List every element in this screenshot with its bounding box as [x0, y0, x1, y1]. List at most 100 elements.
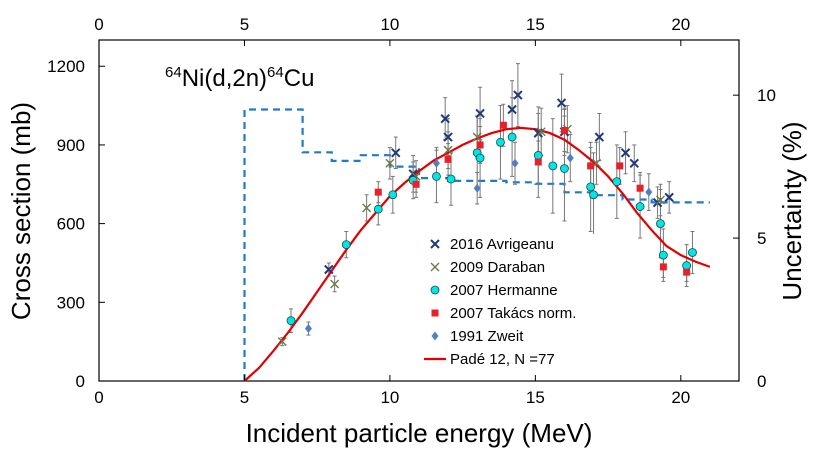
- 2007-hermanne-point: [656, 219, 665, 229]
- 2009-daraban-point: [330, 279, 340, 289]
- 2007-tak-cs-norm-point: [683, 268, 691, 276]
- 2007-hermanne-point: [507, 132, 517, 142]
- y-tick-label: 300: [57, 293, 85, 312]
- y2-tick-label: 0: [757, 372, 766, 391]
- 2016-avrigeanu-point: [324, 264, 334, 275]
- y-axis-right: 0 5 10: [733, 86, 776, 391]
- 2007-hermanne-point: [446, 174, 456, 184]
- legend-swatch: [431, 331, 439, 341]
- legend-swatch: [430, 262, 440, 272]
- 1991-zweit-point: [645, 187, 653, 197]
- x-top-tick-label: 10: [380, 15, 399, 34]
- legend: 2016 Avrigeanu 2009 Daraban 2007 Hermanne 2…: [424, 234, 604, 374]
- x-top-tick-label: 15: [526, 15, 545, 34]
- legend-label: 2009 Daraban: [450, 259, 545, 276]
- 2007-hermanne-point: [496, 137, 505, 147]
- legend-entry-pad-12-n-77: Padé 12, N =77: [424, 351, 555, 368]
- x-tick-label: 15: [526, 388, 545, 407]
- 2007-hermanne-point: [589, 190, 598, 200]
- legend-entry-2009-daraban: 2009 Daraban: [430, 259, 545, 276]
- 2007-hermanne-point: [548, 161, 558, 171]
- 2016-avrigeanu-point: [664, 192, 674, 203]
- legend-entry-2007-tak-cs-norm: 2007 Takács norm.: [431, 305, 576, 322]
- x-axis-bottom: 0 5 10 15 20: [94, 375, 690, 407]
- 2016-avrigeanu-point: [556, 98, 567, 108]
- x-tick-label: 0: [94, 388, 103, 407]
- y-axis-label: Cross section (mb): [6, 102, 36, 320]
- 2016-avrigeanu-point: [475, 108, 485, 119]
- x-top-tick-label: 20: [671, 15, 690, 34]
- legend-label: 1991 Zweit: [450, 328, 524, 345]
- 2007-tak-cs-norm-point: [374, 188, 382, 196]
- 2007-tak-cs-norm-point: [476, 141, 484, 149]
- x-tick-label: 10: [380, 388, 399, 407]
- 1991-zweit-point: [566, 153, 574, 163]
- 2016-avrigeanu-point: [513, 90, 523, 100]
- legend-label: Padé 12, N =77: [450, 351, 555, 368]
- 2016-avrigeanu-point: [440, 113, 450, 124]
- 2007-hermanne-point: [432, 171, 441, 181]
- 2016-avrigeanu-point: [533, 128, 543, 138]
- y-tick-label: 900: [57, 136, 85, 155]
- 2007-tak-cs-norm-point: [616, 162, 624, 170]
- legend-entry-1991-zweit: 1991 Zweit: [431, 328, 524, 345]
- 2009-daraban-point: [472, 132, 482, 142]
- 2007-hermanne-point: [682, 261, 692, 270]
- 2007-hermanne-point: [612, 177, 622, 187]
- 2007-hermanne-point: [560, 164, 569, 173]
- 2007-hermanne-point: [341, 240, 351, 250]
- legend-label: 2007 Hermanne: [450, 282, 558, 299]
- 2007-hermanne-point: [635, 202, 645, 211]
- 1991-zweit-point: [304, 324, 312, 334]
- 2007-tak-cs-norm-point: [444, 155, 452, 163]
- x-tick-label: 5: [240, 388, 249, 407]
- y2-tick-label: 5: [757, 229, 766, 248]
- 2007-hermanne-point: [373, 204, 383, 214]
- 2009-daraban-point: [277, 337, 287, 347]
- y2-tick-label: 10: [757, 86, 776, 105]
- 2009-daraban-point: [385, 158, 395, 168]
- legend-swatch: [430, 239, 440, 249]
- x-top-tick-label: 0: [94, 15, 103, 34]
- 2007-hermanne-point: [388, 190, 398, 200]
- 2016-avrigeanu-point: [507, 104, 517, 115]
- marker-layer: [277, 90, 697, 347]
- legend-entry-2016-avrigeanu: 2016 Avrigeanu: [430, 236, 554, 253]
- reaction-end: Cu: [284, 65, 315, 92]
- legend-entry-2007-hermanne: 2007 Hermanne: [430, 282, 558, 299]
- fit-curve-layer: [243, 126, 711, 382]
- legend-swatch: [430, 285, 440, 295]
- reaction-mid: Ni(d,2n): [182, 65, 267, 92]
- x-axis-label: Incident particle energy (MeV): [246, 418, 593, 448]
- 2007-tak-cs-norm-point: [659, 263, 667, 271]
- reaction-title: 64Ni(d,2n)64Cu: [165, 64, 314, 92]
- 2009-daraban-point: [443, 145, 453, 155]
- plot-frame: [98, 39, 740, 382]
- legend-swatch: [431, 309, 439, 317]
- 2007-hermanne-point: [475, 153, 485, 163]
- 2007-tak-cs-norm-point: [587, 162, 595, 170]
- 2009-daraban-point: [362, 203, 372, 213]
- uncertainty-step-layer: [243, 108, 710, 381]
- y-axis-left: 0 300 600 900 1200: [47, 57, 105, 391]
- 2007-tak-cs-norm-point: [636, 184, 644, 192]
- legend-label: 2016 Avrigeanu: [450, 236, 554, 253]
- legend-box: [424, 234, 604, 374]
- 2007-hermanne-point: [688, 248, 697, 257]
- 2016-avrigeanu-point: [629, 158, 639, 168]
- 2007-hermanne-point: [286, 316, 296, 326]
- legend-label: 2007 Takács norm.: [450, 305, 576, 322]
- y-tick-label: 600: [57, 215, 85, 234]
- 2016-avrigeanu-point: [443, 132, 453, 142]
- x-top-tick-label: 5: [240, 15, 249, 34]
- reaction-sup2: 64: [267, 64, 284, 81]
- 1991-zweit-point: [511, 158, 519, 168]
- pade-fit-curve: [243, 126, 711, 382]
- 2007-tak-cs-norm-point: [560, 126, 568, 134]
- legend-items: 2016 Avrigeanu 2009 Daraban 2007 Hermanne 2…: [424, 236, 576, 368]
- 2007-hermanne-point: [586, 182, 596, 192]
- 2007-tak-cs-norm-point: [534, 158, 542, 166]
- uncertainty-step-line: [243, 108, 710, 381]
- y-tick-label: 1200: [47, 57, 85, 76]
